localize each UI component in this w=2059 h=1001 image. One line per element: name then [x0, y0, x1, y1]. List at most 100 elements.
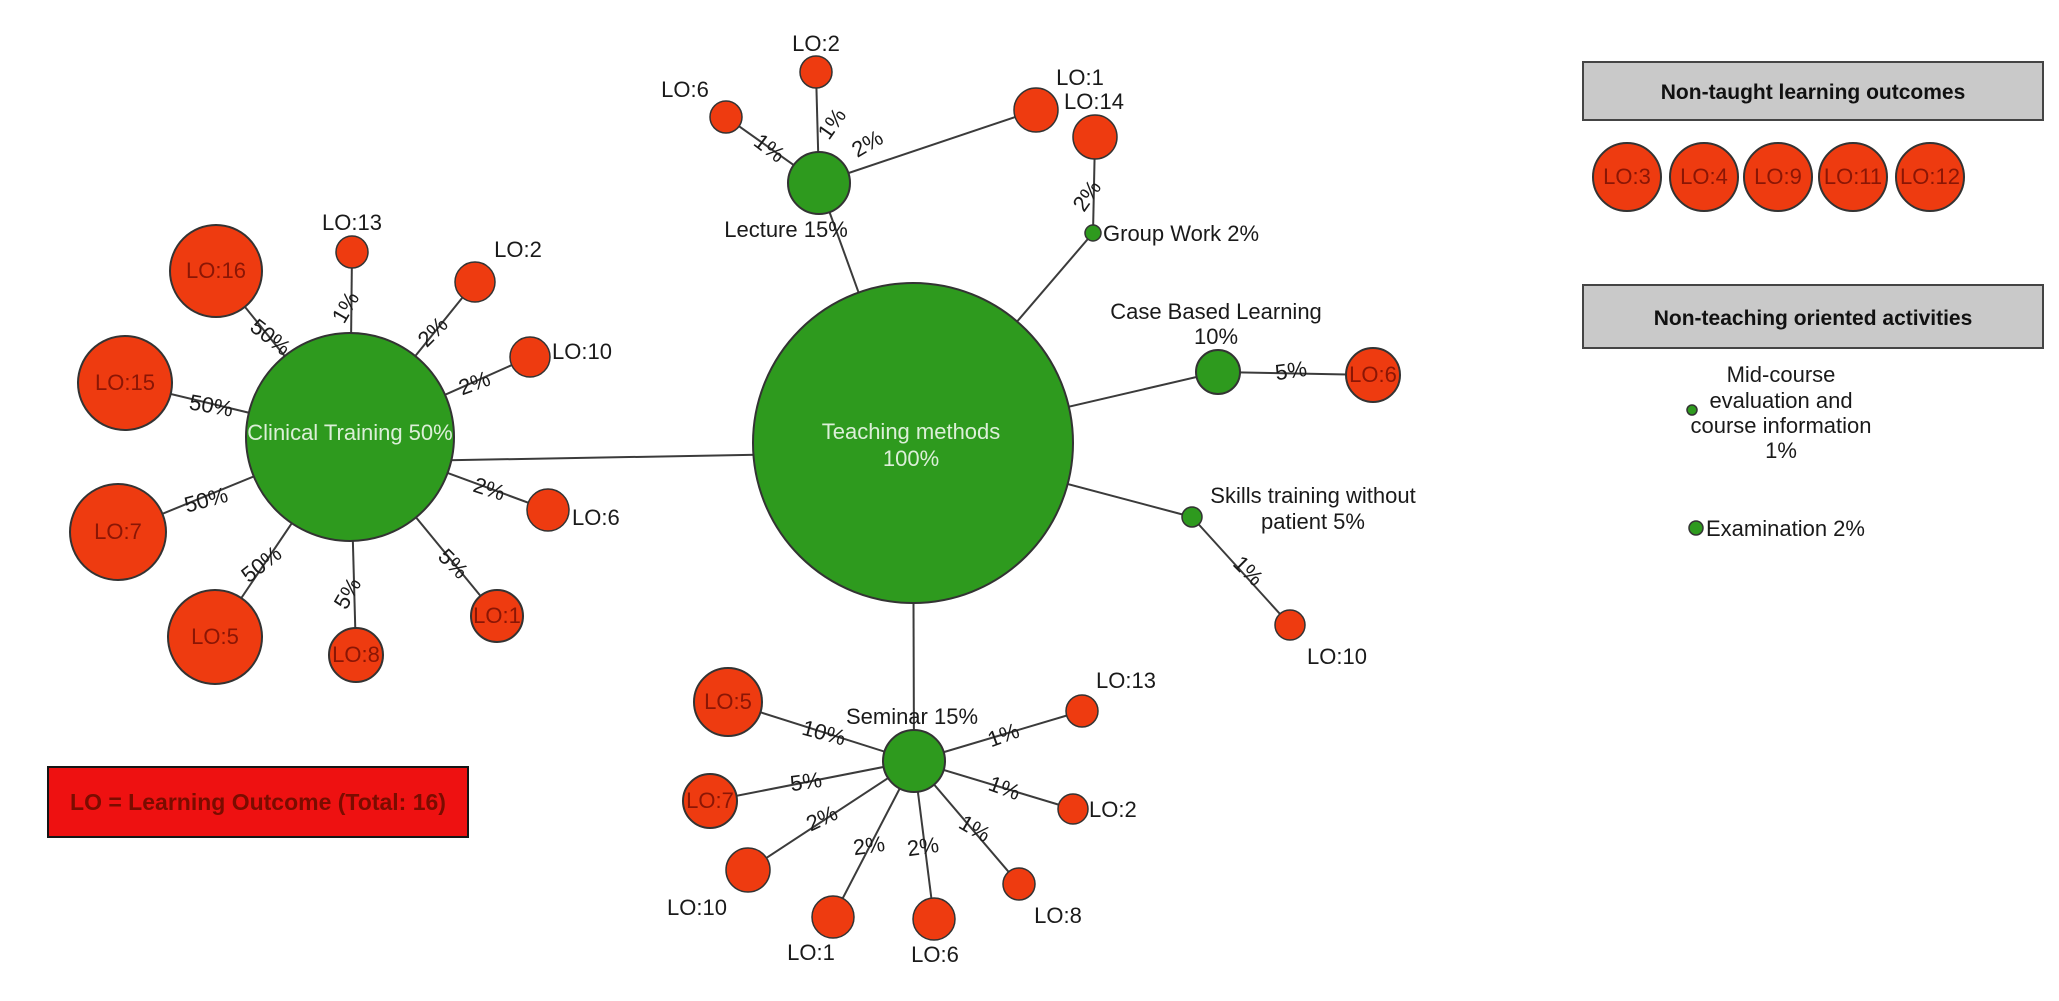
- casebased-lo6-label: LO:6: [1349, 362, 1397, 387]
- casebased-pct: 10%: [1194, 324, 1238, 349]
- midcourse-line3: course information: [1691, 413, 1872, 438]
- outcome-node-clinical-lo5: [167, 589, 263, 685]
- outcome-node-seminar-lo5: [693, 667, 763, 737]
- seminar-lo6-label: LO:6: [911, 942, 959, 967]
- seminar-lo8-label: LO:8: [1034, 903, 1082, 928]
- lecture-lo6-pct: 1%: [749, 128, 789, 167]
- clinical-lo6-label: LO:6: [572, 505, 620, 530]
- seminar-lo13-label: LO:13: [1096, 668, 1156, 693]
- seminar-label: Seminar 15%: [846, 704, 978, 729]
- method-node-examination: [1688, 520, 1704, 536]
- panel-lo12-label: LO:12: [1900, 164, 1960, 189]
- outcome-node-panel-lo12: [1895, 142, 1965, 212]
- non-taught-header-box: [1582, 61, 2044, 121]
- outcome-node-casebased-lo6: [1345, 347, 1401, 403]
- non-teaching-title: Non-teaching oriented activities: [1654, 307, 1973, 330]
- outcome-node-clinical-lo13: [335, 235, 369, 269]
- clinical-lo16-label: LO:16: [186, 258, 246, 283]
- casebased-lo6-pct: 5%: [1273, 356, 1308, 385]
- seminar-lo7-pct: 5%: [788, 767, 823, 796]
- seminar-lo13-pct: 1%: [984, 718, 1022, 752]
- non-teaching-header-box: [1582, 284, 2044, 349]
- outcome-node-clinical-lo6: [526, 488, 570, 532]
- seminar-lo1-label: LO:1: [787, 940, 835, 965]
- legend-box: [47, 766, 469, 838]
- clinical-lo13-pct: 1%: [327, 287, 365, 327]
- outcome-node-lecture-lo1: [1013, 87, 1059, 133]
- method-node-casebased: [1195, 349, 1241, 395]
- method-node-lecture: [787, 151, 851, 215]
- casebased-label: Case Based Learning: [1110, 299, 1322, 324]
- teaching-label-line2: 100%: [883, 446, 939, 471]
- outcome-node-seminar-lo6: [912, 897, 956, 941]
- method-node-teaching: [752, 282, 1074, 604]
- clinical-lo1-pct: 5%: [433, 544, 473, 584]
- outcome-node-clinical-lo16: [169, 224, 263, 318]
- outcome-node-seminar-lo1: [811, 895, 855, 939]
- clinical-lo8-label: LO:8: [332, 642, 380, 667]
- method-node-skills: [1181, 506, 1203, 528]
- outcome-node-clinical-lo10: [509, 336, 551, 378]
- clinical-lo2-label: LO:2: [494, 237, 542, 262]
- method-node-midcourse: [1686, 404, 1698, 416]
- clinical-lo1-label: LO:1: [473, 603, 521, 628]
- panel-lo11-label: LO:11: [1824, 164, 1882, 189]
- seminar-lo2-label: LO:2: [1089, 797, 1137, 822]
- panel-lo4-label: LO:4: [1680, 164, 1728, 189]
- legend-note: LO = Learning Outcome (Total: 16): [70, 789, 446, 815]
- outcome-node-lecture-lo2: [799, 55, 833, 89]
- midcourse-line2: evaluation and: [1709, 388, 1852, 413]
- outcome-node-clinical-lo8: [328, 627, 384, 683]
- clinical-lo5-pct: 50%: [236, 541, 286, 588]
- clinical-lo15-pct: 50%: [187, 389, 235, 421]
- lecture-lo1-label: LO:1: [1056, 65, 1104, 90]
- seminar-lo6-pct: 2%: [905, 832, 940, 861]
- edge-seminar-lo7: [709, 760, 915, 802]
- clinical-lo10-pct: 2%: [455, 366, 493, 400]
- skills-lo10-label: LO:10: [1307, 644, 1367, 669]
- groupwork-lo14-pct: 2%: [1067, 176, 1106, 216]
- outcome-node-panel-lo9: [1743, 142, 1813, 212]
- outcome-node-clinical-lo7: [69, 483, 167, 581]
- outcome-node-panel-lo3: [1592, 142, 1662, 212]
- outcome-nodes: [69, 55, 1965, 941]
- panel-lo9-label: LO:9: [1754, 164, 1802, 189]
- clinical-lo6-pct: 2%: [470, 472, 508, 506]
- outcome-node-lecture-lo6: [709, 100, 743, 134]
- examination-label: Examination 2%: [1706, 516, 1865, 541]
- lecture-lo6-label: LO:6: [661, 77, 709, 102]
- outcome-node-panel-lo4: [1669, 142, 1739, 212]
- panel-lo3-label: LO:3: [1603, 164, 1651, 189]
- outcome-node-clinical-lo2: [454, 261, 496, 303]
- outcome-node-skills-lo10: [1274, 609, 1306, 641]
- edge-lecture-lo1: [818, 109, 1037, 184]
- clinical-lo5-label: LO:5: [191, 624, 239, 649]
- outcome-node-seminar-lo7: [682, 773, 738, 829]
- method-node-clinical: [245, 332, 455, 542]
- outcome-node-clinical-lo1: [470, 589, 524, 643]
- non-taught-title: Non-taught learning outcomes: [1661, 81, 1966, 104]
- clinical-lo15-label: LO:15: [95, 370, 155, 395]
- clinical-label: Clinical Training 50%: [247, 420, 452, 445]
- skills-label-line2: patient 5%: [1261, 509, 1365, 534]
- outcome-node-seminar-lo10: [725, 847, 771, 893]
- groupwork-lo14-label: LO:14: [1064, 89, 1124, 114]
- clinical-lo7-pct: 50%: [182, 482, 231, 518]
- seminar-lo1-pct: 2%: [851, 831, 886, 860]
- seminar-lo5-label: LO:5: [704, 689, 752, 714]
- clinical-lo10-label: LO:10: [552, 339, 612, 364]
- skills-label-line1: Skills training without: [1210, 483, 1415, 508]
- lecture-lo1-pct: 2%: [847, 125, 887, 163]
- seminar-lo2-pct: 1%: [985, 771, 1023, 805]
- skills-lo10-pct: 1%: [1228, 551, 1268, 591]
- outcome-node-seminar-lo8: [1002, 867, 1036, 901]
- outcome-node-panel-lo11: [1818, 142, 1888, 212]
- clinical-lo13-label: LO:13: [322, 210, 382, 235]
- lecture-lo2-label: LO:2: [792, 31, 840, 56]
- method-node-seminar: [882, 729, 946, 793]
- edge-skills-lo10: [1191, 516, 1291, 626]
- midcourse-line4: 1%: [1765, 438, 1797, 463]
- midcourse-line1: Mid-course: [1727, 362, 1836, 387]
